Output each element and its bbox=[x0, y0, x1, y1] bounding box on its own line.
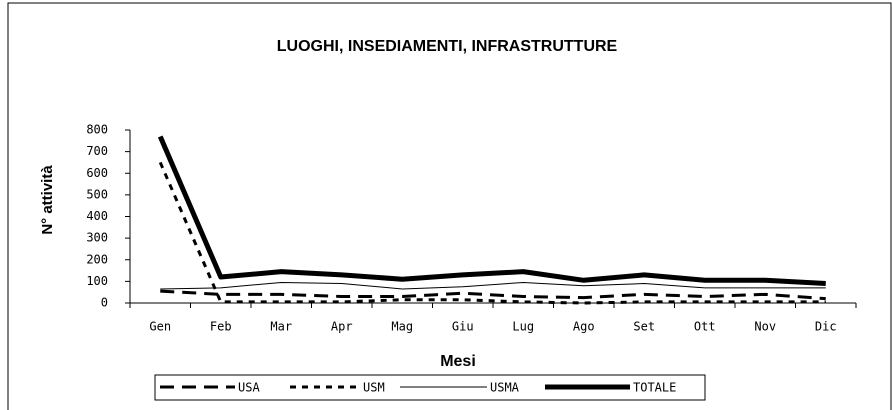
x-tick-label: Nov bbox=[754, 320, 776, 334]
x-tick-label: Ott bbox=[694, 320, 716, 334]
x-tick-label: Mag bbox=[391, 320, 413, 334]
x-tick-label: Feb bbox=[210, 320, 232, 334]
y-axis-label: N° attività bbox=[39, 165, 56, 235]
y-tick-label: 500 bbox=[86, 187, 108, 201]
x-tick-label: Dic bbox=[815, 320, 837, 334]
y-tick-label: 100 bbox=[86, 274, 108, 288]
y-tick-label: 0 bbox=[101, 296, 108, 310]
y-tick-label: 400 bbox=[86, 209, 108, 223]
x-axis-label: Mesi bbox=[440, 353, 476, 370]
x-tick-label: Giu bbox=[452, 320, 474, 334]
x-tick-label: Lug bbox=[512, 320, 534, 334]
y-tick-label: 200 bbox=[86, 252, 108, 266]
series-line bbox=[160, 281, 826, 290]
chart-title: LUOGHI, INSEDIAMENTI, INFRASTRUTTURE bbox=[277, 38, 618, 55]
legend-label: USM bbox=[363, 381, 385, 395]
x-tick-label: Apr bbox=[331, 320, 353, 334]
x-tick-label: Mar bbox=[270, 320, 292, 334]
legend-label: USA bbox=[238, 381, 260, 395]
series-line bbox=[160, 289, 826, 301]
x-tick-label: Set bbox=[633, 320, 655, 334]
y-tick-label: 300 bbox=[86, 231, 108, 245]
legend-label: TOTALE bbox=[633, 381, 676, 395]
y-tick-label: 700 bbox=[86, 144, 108, 158]
y-tick-label: 600 bbox=[86, 166, 108, 180]
series-line bbox=[157, 135, 826, 287]
series-line bbox=[158, 161, 826, 305]
y-tick-label: 800 bbox=[86, 123, 108, 137]
legend-label: USMA bbox=[490, 381, 520, 395]
x-tick-label: Ago bbox=[573, 320, 595, 334]
x-tick-label: Gen bbox=[149, 320, 171, 334]
chart-border bbox=[7, 2, 892, 410]
